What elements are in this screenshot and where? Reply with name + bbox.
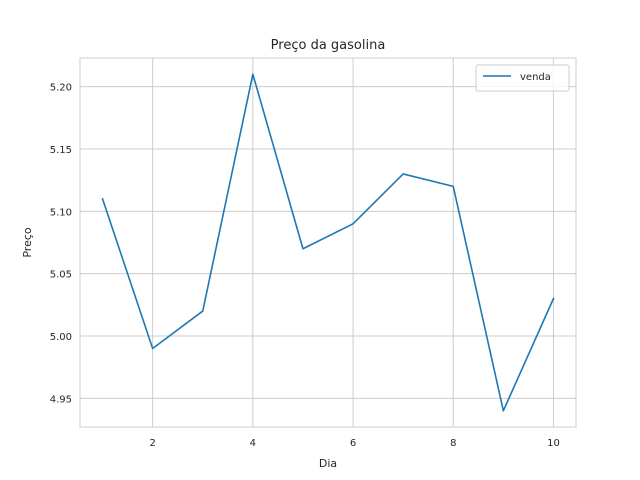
x-axis-ticks: 2 4 6 8 10 bbox=[149, 438, 559, 449]
x-tick-label: 4 bbox=[250, 438, 256, 449]
y-tick-label: 5.00 bbox=[50, 332, 72, 343]
series-layer bbox=[101, 73, 555, 412]
x-tick-label: 6 bbox=[350, 438, 356, 449]
x-tick-label: 8 bbox=[450, 438, 456, 449]
y-tick-label: 5.20 bbox=[50, 83, 72, 94]
x-axis-label: Dia bbox=[319, 457, 337, 470]
y-tick-label: 5.05 bbox=[50, 270, 72, 281]
x-tick-label: 2 bbox=[149, 438, 155, 449]
y-axis-ticks: 4.95 5.00 5.05 5.10 5.15 5.20 bbox=[50, 83, 72, 406]
legend-box bbox=[475, 64, 570, 92]
y-axis-label: Preço bbox=[21, 227, 34, 258]
y-tick-label: 5.15 bbox=[50, 145, 72, 156]
series-line-venda bbox=[101, 73, 555, 412]
grid bbox=[80, 58, 576, 427]
y-tick-label: 4.95 bbox=[50, 394, 72, 405]
x-tick-label: 10 bbox=[547, 438, 560, 449]
legend-label: venda bbox=[520, 72, 551, 83]
legend: venda bbox=[475, 64, 570, 92]
plot-area-frame bbox=[79, 57, 577, 428]
chart-title: Preço da gasolina bbox=[271, 38, 386, 53]
y-tick-label: 5.10 bbox=[50, 207, 72, 218]
